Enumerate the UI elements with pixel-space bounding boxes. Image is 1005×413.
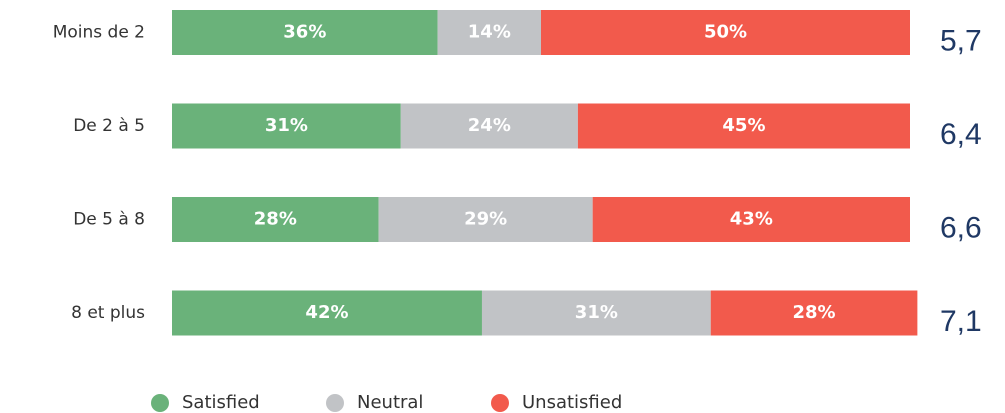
bar-segment xyxy=(481,290,711,336)
data-label: 42% xyxy=(305,302,348,323)
data-label: 50% xyxy=(704,22,747,43)
data-label: 24% xyxy=(468,115,511,136)
bar-segment xyxy=(592,197,910,242)
legend-swatch xyxy=(491,394,509,412)
legend-swatch xyxy=(151,394,169,412)
legend-swatch xyxy=(326,394,344,412)
bar-segment xyxy=(172,10,438,55)
score-label: 5,7 xyxy=(940,24,982,57)
data-label: 43% xyxy=(730,209,773,230)
data-label: 31% xyxy=(265,115,308,136)
category-label: De 2 à 5 xyxy=(73,116,145,136)
data-label: 36% xyxy=(283,22,326,43)
score-label: 6,6 xyxy=(940,211,982,244)
category-label: De 5 à 8 xyxy=(73,210,145,230)
score-label: 6,4 xyxy=(940,118,982,151)
bar-segment xyxy=(541,10,910,55)
legend-label: Neutral xyxy=(357,392,423,413)
category-label: Moins de 2 xyxy=(53,23,145,43)
bar-segment xyxy=(710,290,918,336)
legend-label: Satisfied xyxy=(182,392,260,413)
bar-segment xyxy=(378,197,593,242)
bar-segment xyxy=(577,103,910,149)
data-label: 14% xyxy=(468,22,511,43)
bar-segment xyxy=(172,197,379,242)
legend-label: Unsatisfied xyxy=(522,392,622,413)
data-label: 29% xyxy=(464,209,507,230)
bar-segment xyxy=(172,103,401,149)
data-label: 45% xyxy=(722,115,765,136)
data-label: 31% xyxy=(575,302,618,323)
data-label: 28% xyxy=(254,209,297,230)
bar-segment xyxy=(437,10,541,55)
data-label: 28% xyxy=(793,302,836,323)
bar-segment xyxy=(400,103,578,149)
score-label: 7,1 xyxy=(940,305,982,338)
bar-segment xyxy=(172,290,482,336)
category-label: 8 et plus xyxy=(71,303,145,323)
